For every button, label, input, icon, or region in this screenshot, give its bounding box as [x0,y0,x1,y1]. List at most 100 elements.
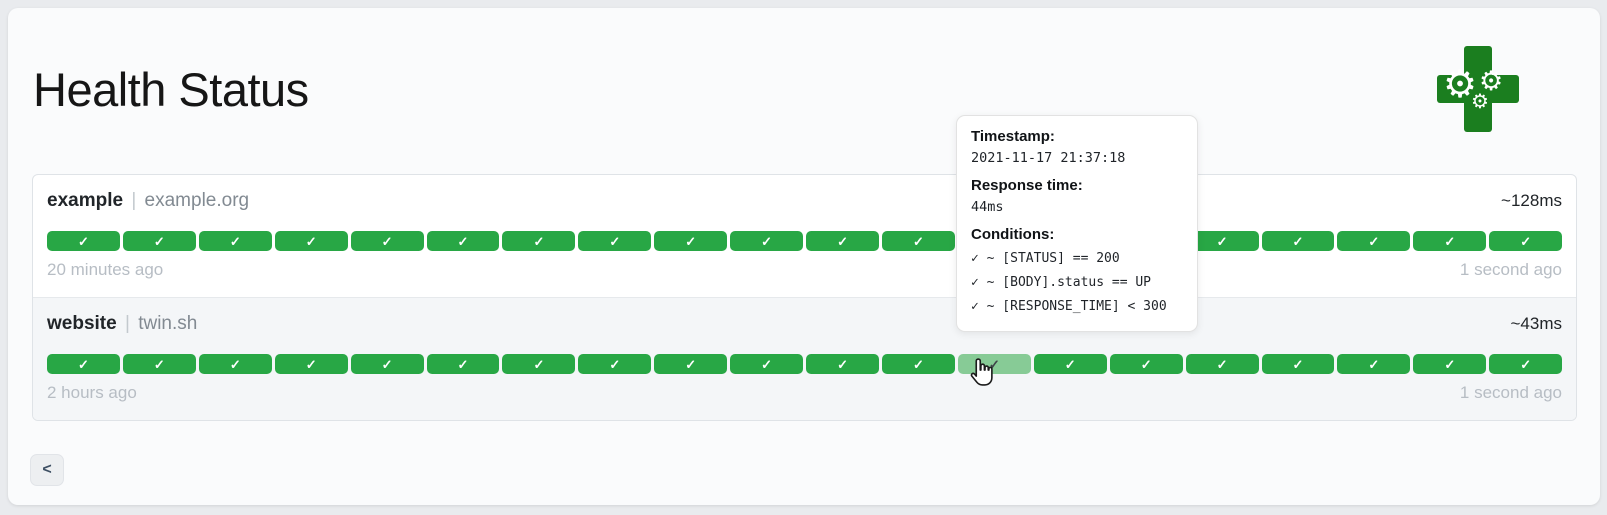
service-title: example | example.org [47,190,249,212]
gear-icon: ⚙ [1443,64,1478,106]
check-icon: ✓ [1444,233,1456,249]
status-bar-up[interactable]: ✓ [1109,354,1183,374]
check-icon: ✓ [305,233,317,249]
check-icon: ✓ [912,356,924,372]
gear-icon: ⚙ [1479,66,1504,96]
check-icon: ✓ [837,356,848,372]
uptime-bars: ✓✓✓✓✓✓✓✓✓✓✓✓✓✓✓✓✓✓✓✓ [47,231,1563,251]
service-separator: | [131,190,137,211]
status-bar-up[interactable]: ✓ [350,231,424,251]
check-icon: ✓ [153,356,165,372]
status-bar-up[interactable]: ✓ [881,354,955,374]
check-icon: ✓ [1444,356,1456,372]
service-title: website | twin.sh [47,313,197,335]
previous-page-button[interactable]: < [30,454,64,486]
check-icon: ✓ [1064,356,1076,372]
service-host: example.org [144,190,250,211]
check-icon: ✓ [305,356,317,372]
page-title: Health Status [33,63,309,116]
status-bar-up[interactable]: ✓ [1033,354,1107,374]
tooltip-timestamp-label: Timestamp: [971,128,1055,145]
check-icon: ✓ [761,356,773,372]
main-container: Health Status ⚙ ⚙ ⚙ example | example.or… [8,8,1600,505]
status-bar-up[interactable]: ✓ [1413,354,1487,374]
status-bar-up[interactable]: ✓ [426,231,500,251]
check-icon: ✓ [685,356,697,372]
status-bar-up[interactable]: ✓ [47,231,120,251]
status-bar-up[interactable]: ✓ [198,354,272,374]
check-icon: ✓ [78,356,89,372]
status-bar-up[interactable]: ✓ [502,231,576,251]
check-icon: ✓ [837,233,848,249]
service-row: example | example.org ~128ms ✓ ✓ ✓ ✓ ✓ ✓ ✓ ✓ ✓ ✓ ✓… [33,175,1576,297]
service-avg-response-time: ~43ms [1510,314,1563,333]
status-bar-up[interactable]: ✓ [1489,231,1563,251]
check-icon: ✓ [229,356,241,372]
app-logo: ⚙ ⚙ ⚙ [1437,46,1519,132]
status-bar-up[interactable]: ✓ [1337,354,1411,374]
uptime-bars: ✓ ✓ ✓ ✓ ✓ ✓ ✓ ✓ ✓ ✓ ✓ ✓ ✓ ✓ ✓ ✓ ✓ ✓ ✓ ✓ [47,354,1563,374]
check-icon: ✓ [912,233,924,249]
check-icon: ✓ [609,233,621,249]
check-icon: ✓ [78,233,89,249]
status-bar-up[interactable]: ✓ [730,231,804,251]
status-bar-up[interactable]: ✓ [1261,231,1335,251]
check-icon: ✓ [609,356,621,372]
check-icon: ✓ [457,356,469,372]
status-bar-up[interactable]: ✓ [1413,231,1487,251]
newest-result-age: 1 second ago [1459,383,1562,402]
status-bar-up[interactable]: ✓ [1261,354,1335,374]
check-icon: ✓ [1520,356,1532,372]
check-icon: ✓ [1520,233,1532,249]
check-icon: ✓ [381,356,393,372]
check-icon: ✓ [1216,356,1228,372]
status-bar-up[interactable]: ✓ [198,231,272,251]
service-avg-response-time: ~128ms [1501,191,1562,210]
status-bar-up[interactable]: ✓ [806,354,879,374]
tooltip-conditions-list: ✓ ~ [STATUS] == 200 ✓ ~ [BODY].status == … [971,247,1184,319]
check-icon: ✓ [457,233,469,249]
service-host: twin.sh [138,313,198,334]
service-name: website [47,313,117,334]
mouse-pointer-cursor [970,358,993,386]
status-bar-up[interactable]: ✓ [122,231,196,251]
status-bar-up[interactable]: ✓ [1337,231,1411,251]
status-bar-up[interactable]: ✓ [274,231,348,251]
oldest-result-age: 20 minutes ago [47,260,164,279]
status-bar-up[interactable]: ✓ [350,354,424,374]
status-bar-up[interactable]: ✓ [578,231,652,251]
check-icon: ✓ [1368,356,1380,372]
status-bar-up[interactable]: ✓ [881,231,955,251]
result-tooltip: Timestamp: 2021-11-17 21:37:18 Response … [956,115,1198,332]
service-name: example [47,190,124,211]
status-bar-up[interactable]: ✓ [47,354,120,374]
tooltip-condition: ✓ ~ [BODY].status == UP [971,275,1152,290]
check-icon: ✓ [1368,233,1380,249]
status-bar-up[interactable]: ✓ [502,354,576,374]
service-separator: | [124,313,130,334]
status-bar-up[interactable]: ✓ [654,231,728,251]
cross-icon [1437,75,1519,103]
status-bar-up[interactable]: ✓ [654,354,728,374]
check-icon: ✓ [153,233,165,249]
status-bar-up[interactable]: ✓ [1185,231,1259,251]
tooltip-response-time-label: Response time: [971,177,1083,194]
status-bar-up[interactable]: ✓ [806,231,879,251]
status-bar-up[interactable]: ✓ [1489,354,1563,374]
status-bar-up[interactable]: ✓ [426,354,500,374]
check-icon: ✓ [533,356,545,372]
tooltip-conditions-label: Conditions: [971,226,1055,243]
check-icon: ✓ [1216,233,1228,249]
check-icon: ✓ [988,356,1000,372]
status-bar-up[interactable]: ✓ [122,354,196,374]
oldest-result-age: 2 hours ago [47,383,137,402]
gear-icon: ⚙ [1471,91,1489,113]
status-bar-up[interactable]: ✓ [578,354,652,374]
status-bar-up[interactable]: ✓ [274,354,348,374]
check-icon: ✓ [1292,233,1304,249]
check-icon: ✓ [533,233,545,249]
status-bar-up[interactable]: ✓ [730,354,804,374]
status-bar-up[interactable]: ✓ [1185,354,1259,374]
tooltip-timestamp-value: 2021-11-17 21:37:18 [971,150,1126,166]
